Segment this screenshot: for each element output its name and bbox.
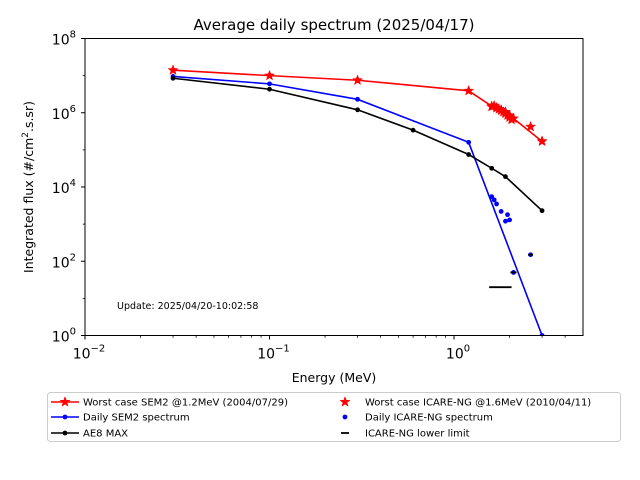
- series-2-point: [267, 86, 272, 92]
- series-3-point: [505, 113, 518, 125]
- series-layer: [167, 64, 548, 336]
- x-tick-label-2-exp: 0: [464, 344, 470, 355]
- legend-swatch-marker: [62, 414, 68, 420]
- y-tick-label-2-base: 10: [52, 181, 70, 197]
- series-1-line: [172, 75, 543, 336]
- y-tick-label-3-exp: 6: [70, 104, 76, 115]
- annotation-update: Update: 2025/04/20-10:02:58: [117, 301, 258, 312]
- legend: Worst case SEM2 @1.2MeV (2004/07/29) Wors…: [47, 392, 621, 442]
- series-4-point: [491, 197, 497, 203]
- x-tick-label-0-base: 10: [73, 347, 91, 363]
- x-tick-label-2: 100: [446, 344, 470, 363]
- series-1-point: [466, 139, 472, 145]
- series-0-point: [167, 64, 179, 75]
- series-4-point: [498, 209, 504, 214]
- series-2-point: [355, 107, 360, 113]
- series-4-point: [494, 201, 499, 207]
- legend-swatch-marker: [339, 396, 351, 407]
- x-tick-label-0-exp: −2: [91, 344, 106, 355]
- y-axis-label-sup: 2: [21, 132, 31, 138]
- legend-item-4: Daily ICARE-NG spectrum: [342, 413, 493, 424]
- series-3-point: [536, 135, 548, 147]
- series-2-point: [503, 174, 508, 180]
- series-4: [489, 194, 533, 275]
- x-tick-label-1-exp: −1: [275, 344, 290, 355]
- x-tick-label-1: 10−1: [257, 344, 290, 363]
- legend-label: Worst case ICARE-NG @1.6MeV (2010/04/11): [365, 398, 591, 409]
- y-tick-label-1-base: 10: [52, 255, 70, 271]
- y-tick-label-3-base: 10: [52, 107, 70, 123]
- series-1-point: [267, 81, 272, 87]
- series-2-point: [410, 127, 416, 133]
- y-axis-label-tail: .s.sr): [21, 101, 36, 132]
- series-1-point: [539, 333, 545, 336]
- series-1-point: [355, 96, 360, 102]
- chart-title: Average daily spectrum (2025/04/17): [194, 16, 475, 34]
- series-3-point: [524, 120, 537, 132]
- x-tick-label-2-base: 10: [446, 347, 464, 363]
- legend-item-3: Worst case ICARE-NG @1.6MeV (2010/04/11): [339, 396, 591, 409]
- y-tick-label-2: 104: [52, 178, 76, 197]
- y-tick-label-0: 100: [52, 327, 76, 346]
- legend-item-0: Worst case SEM2 @1.2MeV (2004/07/29): [51, 396, 288, 409]
- legend-label: Daily ICARE-NG spectrum: [365, 413, 493, 424]
- legend-item-2: AE8 MAX: [51, 429, 128, 440]
- series-4-point: [503, 218, 508, 224]
- x-axis-label: Energy (MeV): [292, 370, 377, 385]
- series-4-point: [507, 217, 512, 223]
- y-tick-label-4-exp: 8: [70, 30, 76, 41]
- series-2-point: [539, 208, 545, 214]
- x-tick-label-0: 10−2: [73, 344, 106, 363]
- y-axis-label: Integrated flux (#/cm2.s.sr): [21, 101, 36, 273]
- series-0-point: [351, 74, 364, 86]
- y-tick-label-2-exp: 4: [70, 178, 76, 189]
- series-3: [486, 99, 548, 147]
- series-2-point: [170, 75, 176, 81]
- legend-label: Worst case SEM2 @1.2MeV (2004/07/29): [83, 398, 288, 409]
- y-axis-label-main: Integrated flux (#/cm: [21, 138, 36, 273]
- x-tick-label-1-base: 10: [257, 347, 275, 363]
- legend-swatch-marker: [342, 414, 348, 420]
- series-2-point: [489, 165, 495, 171]
- legend-label: ICARE-NG lower limit: [365, 429, 470, 440]
- legend-label: Daily SEM2 spectrum: [83, 413, 190, 424]
- legend-item-5: ICARE-NG lower limit: [341, 429, 470, 440]
- series-2: [170, 75, 545, 214]
- y-tick-label-4: 108: [52, 30, 76, 49]
- series-0-point: [263, 69, 276, 81]
- series-1: [170, 74, 545, 336]
- series-5: [489, 253, 534, 289]
- series-4-point: [505, 212, 510, 218]
- y-tick-label-0-exp: 0: [70, 327, 76, 338]
- legend-swatch-marker: [62, 430, 68, 436]
- y-tick-label-3: 106: [52, 104, 76, 123]
- y-tick-label-1: 102: [52, 252, 76, 271]
- y-tick-label-1-exp: 2: [70, 252, 76, 263]
- legend-item-1: Daily SEM2 spectrum: [51, 413, 190, 424]
- legend-label: AE8 MAX: [83, 429, 128, 440]
- legend-swatch-marker: [59, 396, 71, 407]
- plot-area: [84, 38, 584, 336]
- series-2-line: [172, 77, 543, 212]
- series-0-point: [463, 84, 475, 96]
- y-tick-label-4-base: 10: [52, 33, 70, 49]
- legend-box: [47, 392, 621, 442]
- y-tick-label-0-base: 10: [52, 330, 70, 346]
- series-2-point: [466, 152, 472, 157]
